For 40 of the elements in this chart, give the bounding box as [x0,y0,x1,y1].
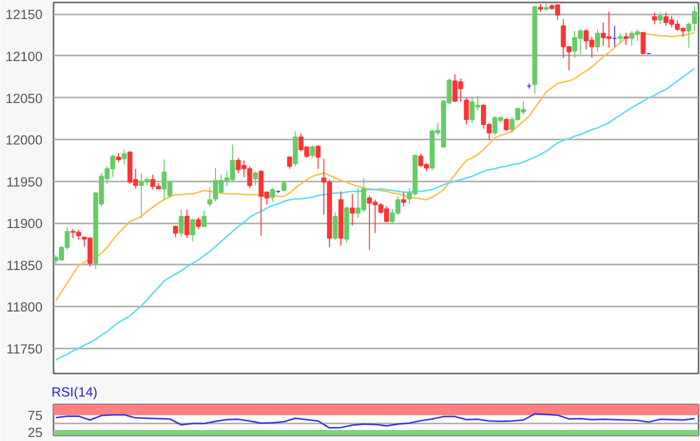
candlestick [287,156,292,170]
y-tick-label: 11850 [6,258,43,273]
candlestick [178,209,184,237]
y-tick-label: 12000 [5,132,42,148]
candlestick [640,31,646,55]
line-series [55,413,696,429]
candlestick [281,180,286,192]
y-tick-label: 12150 [5,7,42,22]
chart-title: RSI(14) [52,384,98,400]
y-tick-label: 75 [28,408,43,423]
candlestick [310,144,315,158]
candlestick [618,32,623,44]
candlestick [122,149,127,166]
candlestick [252,170,258,186]
candlestick [504,117,509,132]
candlestick [316,144,321,170]
candlestick [464,97,469,125]
candlestick [196,216,201,230]
candlestick [595,28,600,52]
candlestick [270,188,275,202]
line-series [55,68,696,361]
y-tick-label: 11800 [6,300,43,315]
candlestick [190,218,196,242]
y-tick-label: 11950 [6,174,43,190]
candlestick [652,12,658,25]
candlestick [624,32,629,46]
candlestick [350,193,355,226]
y-tick-label: 11750 [6,341,43,356]
candlestick [116,152,122,163]
y-tick-label: 12100 [5,48,42,64]
candlestick [332,212,338,240]
line-series [55,32,696,302]
candlestick [658,12,663,25]
y-tick-label: 25 [28,425,43,440]
y-tick-label: 12050 [5,90,42,106]
candlestick [173,225,178,238]
candlestick [202,210,207,228]
y-tick-label: 11900 [6,216,43,232]
candlestick [401,192,406,207]
candlestick [184,209,190,239]
